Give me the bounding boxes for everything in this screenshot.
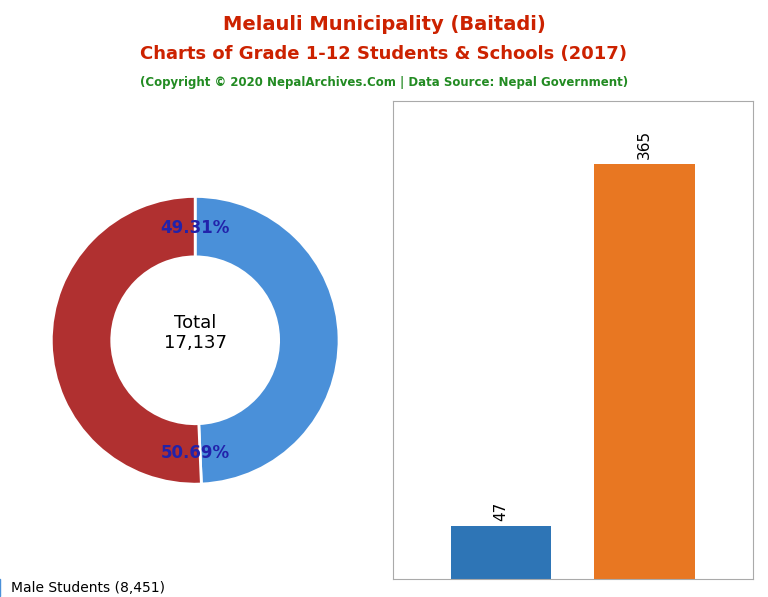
Text: Melauli Municipality (Baitadi): Melauli Municipality (Baitadi) bbox=[223, 15, 545, 34]
Text: Charts of Grade 1-12 Students & Schools (2017): Charts of Grade 1-12 Students & Schools … bbox=[141, 45, 627, 63]
Text: 365: 365 bbox=[637, 130, 652, 159]
Wedge shape bbox=[195, 196, 339, 484]
Bar bbox=[451, 525, 551, 579]
Text: (Copyright © 2020 NepalArchives.Com | Data Source: Nepal Government): (Copyright © 2020 NepalArchives.Com | Da… bbox=[140, 76, 628, 90]
Bar bbox=[594, 164, 695, 579]
Text: 50.69%: 50.69% bbox=[161, 444, 230, 462]
Text: 49.31%: 49.31% bbox=[161, 219, 230, 237]
Text: 47: 47 bbox=[493, 502, 508, 521]
Wedge shape bbox=[51, 196, 201, 484]
Legend: Male Students (8,451), Female Students (8,686): Male Students (8,451), Female Students (… bbox=[0, 572, 190, 597]
Text: Total
17,137: Total 17,137 bbox=[164, 313, 227, 352]
